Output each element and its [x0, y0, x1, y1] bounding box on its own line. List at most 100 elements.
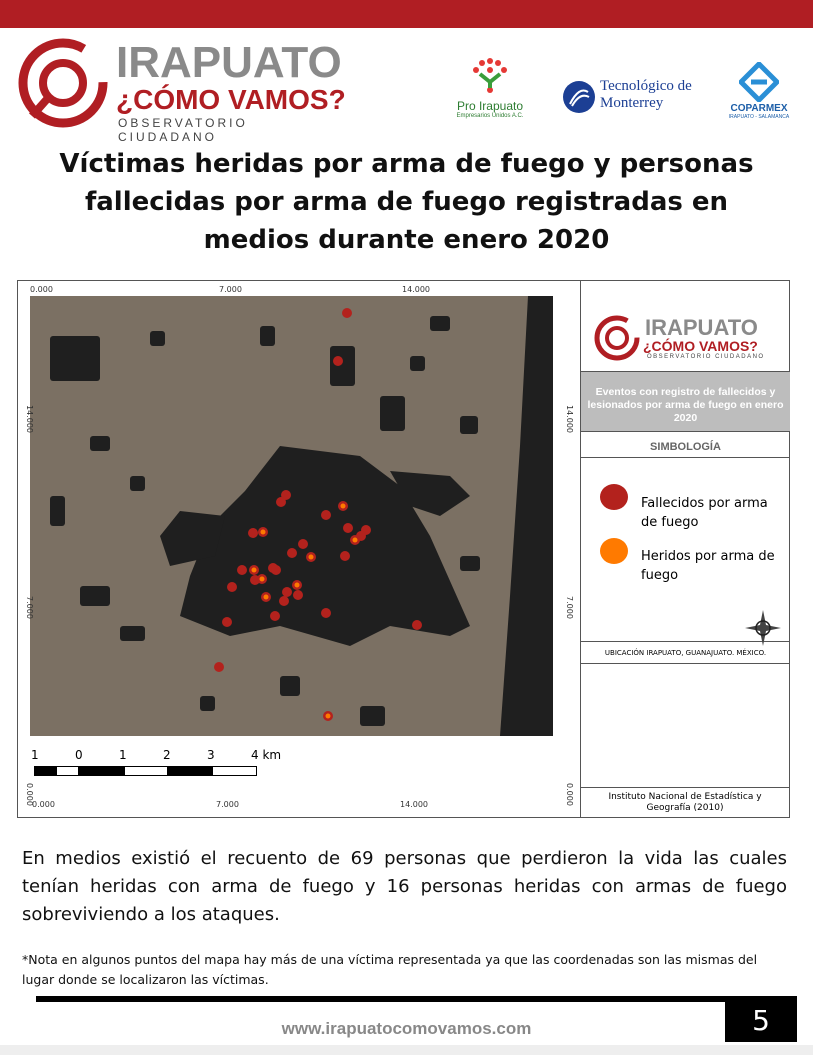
fallecido-point: [248, 528, 258, 538]
fallecidos-label: Fallecidos por arma de fuego: [641, 496, 768, 530]
right-tick: 7.000: [565, 596, 574, 619]
coparmex-logo: COPARMEX IRAPUATO - SALAMANCA: [724, 60, 794, 120]
urban-block: [50, 496, 65, 526]
panel-subtitle: Eventos con registro de fallecidos y les…: [581, 372, 790, 432]
urban-block: [90, 436, 110, 451]
herido-point: [352, 537, 358, 543]
herido-point: [294, 582, 300, 588]
fallecido-point: [412, 620, 422, 630]
fallecido-point: [343, 523, 353, 533]
urban-block: [260, 326, 275, 346]
urban-block: [280, 676, 300, 696]
pro-irapuato-logo: Pro Irapuato Empresarios Unidos A.C.: [452, 58, 528, 119]
fallecido-point: [237, 565, 247, 575]
urban-block: [430, 316, 450, 331]
legend: Fallecidos por arma de fuego Heridos por…: [581, 458, 790, 646]
website-link[interactable]: www.irapuatocomovamos.com: [281, 1019, 532, 1038]
tec-monterrey-icon: [563, 81, 595, 113]
urban-area-west: [160, 511, 225, 566]
panel-blank: [581, 664, 790, 788]
scale-label: 1: [31, 748, 39, 762]
page-number: 5: [725, 996, 797, 1042]
herido-point: [259, 576, 265, 582]
panel-logo: IRAPUATO ¿CÓMO VAMOS? OBSERVATORIO CIUDA…: [581, 280, 790, 372]
pro-irapuato-icon: [473, 58, 507, 93]
scale-label: 3: [207, 748, 215, 762]
left-tick: 14.000: [25, 405, 34, 433]
map-canvas: [50, 296, 553, 736]
top-tick: 14.000: [402, 285, 430, 294]
herido-point: [325, 713, 331, 719]
pro-irapuato-sub: Empresarios Unidos A.C.: [456, 113, 524, 119]
left-tick: 7.000: [25, 596, 34, 619]
source-label: Instituto Nacional de Estadística y Geog…: [608, 792, 762, 813]
coparmex-icon: [737, 60, 781, 104]
logo-mark-icon: [18, 38, 108, 128]
herido-point: [263, 594, 269, 600]
right-tick: 0.000: [565, 783, 574, 806]
fallecido-point: [214, 662, 224, 672]
bottom-tick: 0.000: [32, 800, 55, 809]
scale-label: 1: [119, 748, 127, 762]
urban-block: [410, 356, 425, 371]
fallecido-point: [333, 356, 343, 366]
logo-line3: OBSERVATORIO CIUDADANO: [118, 116, 248, 144]
urban-area-east: [500, 296, 553, 736]
north-arrow-icon: [745, 610, 781, 646]
herido-point: [260, 529, 266, 535]
urban-block: [120, 626, 145, 641]
urban-area-ne: [390, 471, 470, 516]
fallecido-point: [298, 539, 308, 549]
top-bar: [0, 0, 813, 28]
top-tick: 7.000: [219, 285, 242, 294]
fallecido-point: [227, 582, 237, 592]
herido-point: [308, 554, 314, 560]
panel-logo-line2: ¿CÓMO VAMOS?: [643, 338, 758, 354]
left-tick: 0.000: [25, 783, 34, 806]
heridos-swatch: [600, 538, 628, 564]
fallecido-point: [321, 510, 331, 520]
tec-monterrey-name: Tecnológico de Monterrey: [600, 78, 692, 111]
fallecido-point: [271, 565, 281, 575]
location-label: UBICACIÓN IRAPUATO, GUANAJUATO. MÉXICO.: [581, 642, 790, 664]
fallecido-point: [270, 611, 280, 621]
scale-label: 2: [163, 748, 171, 762]
fallecido-point: [222, 617, 232, 627]
fallecido-point: [293, 590, 303, 600]
fallecido-point: [321, 608, 331, 618]
urban-block: [200, 696, 215, 711]
fallecido-point: [281, 490, 291, 500]
urban-block: [150, 331, 165, 346]
panel-logo-line3: OBSERVATORIO CIUDADANO: [647, 354, 765, 360]
herido-point: [251, 567, 257, 573]
map-frame: [17, 280, 790, 818]
urban-block: [360, 706, 385, 726]
urban-area-city: [180, 446, 470, 646]
fallecido-point: [287, 548, 297, 558]
fallecido-point: [276, 497, 286, 507]
scale-label: 0: [75, 748, 83, 762]
map: [30, 296, 553, 736]
symbology-heading: SIMBOLOGÍA: [581, 432, 790, 458]
herido-point: [340, 503, 346, 509]
fallecido-point: [282, 587, 292, 597]
fallecidos-swatch: [600, 484, 628, 510]
page-title: Víctimas heridas por arma de fuego y per…: [59, 149, 754, 255]
fallecido-point: [342, 308, 352, 318]
fallecido-point: [279, 596, 289, 606]
bottom-tick: 7.000: [216, 800, 239, 809]
heridos-label: Heridos por arma de fuego: [641, 549, 775, 583]
bottom-strip: [0, 1045, 813, 1055]
urban-block: [460, 416, 478, 434]
urban-block: [330, 346, 355, 386]
top-tick: 0.000: [30, 285, 53, 294]
urban-block: [50, 336, 100, 381]
summary-text: En medios existió el recuento de 69 pers…: [22, 848, 787, 925]
fallecido-point: [340, 551, 350, 561]
logo-line1: IRAPUATO: [116, 38, 342, 87]
urban-block: [380, 396, 405, 431]
note-text: *Nota en algunos puntos del mapa hay más…: [22, 952, 758, 987]
pro-irapuato-name: Pro Irapuato: [456, 99, 524, 113]
logo-mark-icon: [594, 315, 640, 361]
coparmex-sub: IRAPUATO - SALAMANCA: [728, 114, 790, 120]
